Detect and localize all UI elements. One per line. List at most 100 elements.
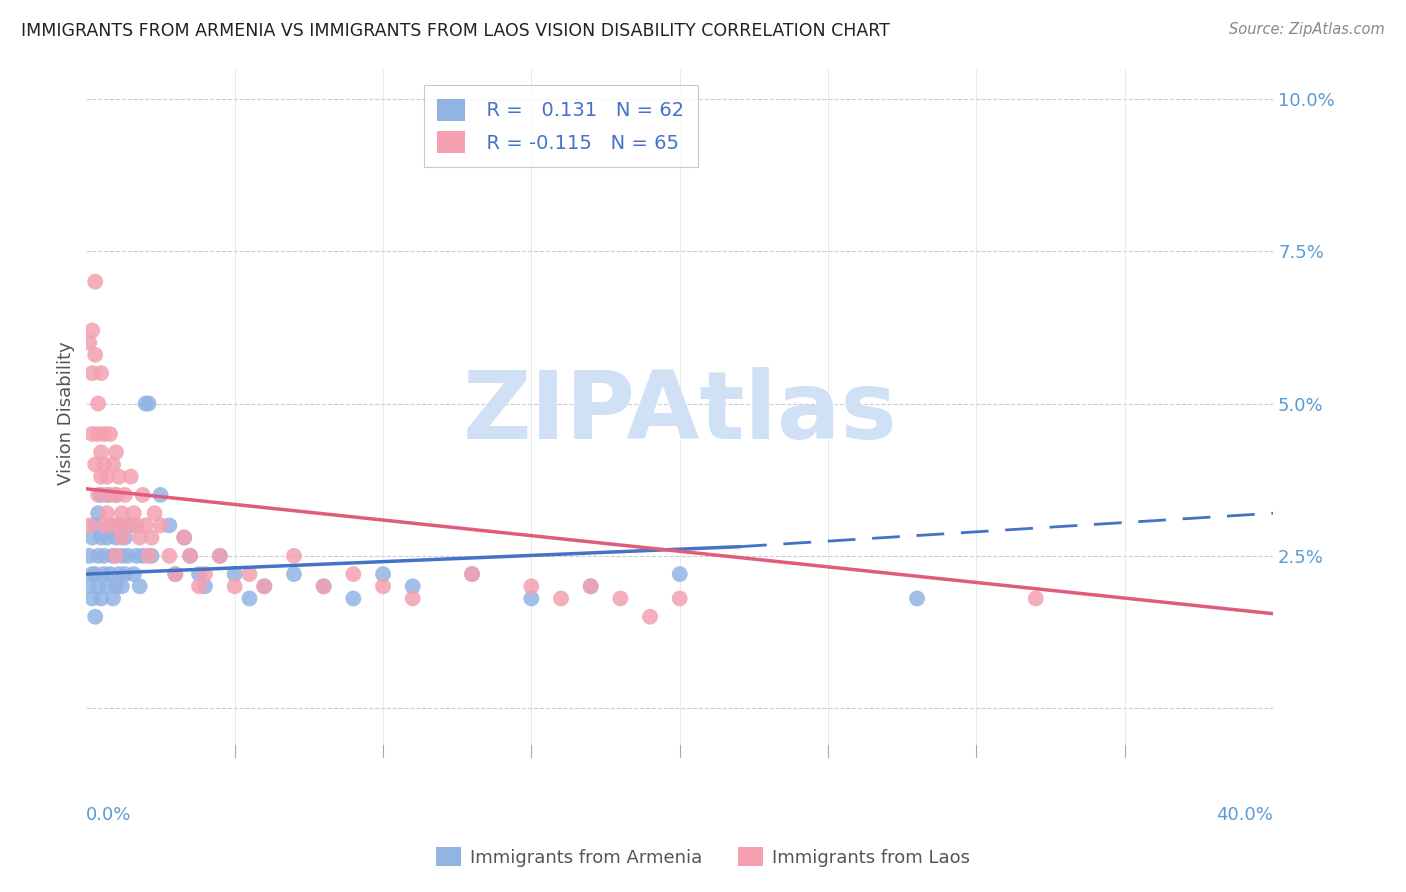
Point <box>98 427 121 442</box>
Point <box>122 506 145 520</box>
Point <box>87 427 110 442</box>
Point <box>84 348 107 362</box>
Point <box>101 591 124 606</box>
Point <box>138 396 160 410</box>
Point <box>122 567 145 582</box>
Point <box>90 591 112 606</box>
Point <box>131 488 153 502</box>
Point <box>188 567 211 582</box>
Point <box>114 488 136 502</box>
Point <box>238 567 260 582</box>
Point <box>208 549 231 563</box>
Point <box>111 579 134 593</box>
Point <box>104 579 127 593</box>
Point <box>117 549 139 563</box>
Point <box>77 549 100 563</box>
Point <box>96 469 118 483</box>
Point <box>108 518 131 533</box>
Point <box>668 591 690 606</box>
Point <box>131 549 153 563</box>
Point <box>125 549 148 563</box>
Point <box>135 518 157 533</box>
Point <box>188 579 211 593</box>
Point <box>82 366 104 380</box>
Legend: Immigrants from Armenia, Immigrants from Laos: Immigrants from Armenia, Immigrants from… <box>429 840 977 874</box>
Point <box>224 579 246 593</box>
Point <box>111 549 134 563</box>
Point <box>96 579 118 593</box>
Point <box>84 518 107 533</box>
Text: 40.0%: 40.0% <box>1216 805 1274 823</box>
Point <box>609 591 631 606</box>
Point <box>253 579 276 593</box>
Point <box>104 488 127 502</box>
Point <box>208 549 231 563</box>
Point <box>87 506 110 520</box>
Point <box>114 567 136 582</box>
Point <box>402 579 425 593</box>
Point <box>668 567 690 582</box>
Point <box>98 567 121 582</box>
Point <box>157 549 180 563</box>
Point <box>82 567 104 582</box>
Point <box>90 531 112 545</box>
Point <box>90 445 112 459</box>
Point <box>520 591 543 606</box>
Point <box>120 518 142 533</box>
Point <box>104 531 127 545</box>
Point <box>138 549 160 563</box>
Point <box>371 567 394 582</box>
Point <box>90 488 112 502</box>
Point <box>93 518 115 533</box>
Point <box>520 579 543 593</box>
Point <box>149 488 172 502</box>
Y-axis label: Vision Disability: Vision Disability <box>58 341 75 484</box>
Point <box>90 469 112 483</box>
Point <box>128 531 150 545</box>
Point <box>125 518 148 533</box>
Point <box>84 458 107 472</box>
Point <box>165 567 187 582</box>
Point <box>120 469 142 483</box>
Point <box>128 579 150 593</box>
Point <box>82 531 104 545</box>
Point <box>157 518 180 533</box>
Point <box>87 579 110 593</box>
Point <box>77 579 100 593</box>
Point <box>108 469 131 483</box>
Point <box>98 488 121 502</box>
Point <box>108 518 131 533</box>
Point <box>312 579 335 593</box>
Point <box>1025 591 1047 606</box>
Point <box>96 531 118 545</box>
Point <box>135 396 157 410</box>
Point <box>461 567 484 582</box>
Point <box>77 335 100 350</box>
Point <box>312 579 335 593</box>
Point <box>173 531 195 545</box>
Point <box>238 591 260 606</box>
Point <box>101 458 124 472</box>
Point <box>283 549 305 563</box>
Point <box>77 518 100 533</box>
Point <box>342 591 364 606</box>
Point <box>84 567 107 582</box>
Point <box>104 488 127 502</box>
Point <box>253 579 276 593</box>
Point <box>638 609 661 624</box>
Point <box>104 445 127 459</box>
Point <box>101 549 124 563</box>
Point <box>93 567 115 582</box>
Point <box>149 518 172 533</box>
Point <box>82 323 104 337</box>
Point <box>194 579 217 593</box>
Point <box>194 567 217 582</box>
Point <box>108 567 131 582</box>
Point <box>93 549 115 563</box>
Point <box>93 427 115 442</box>
Point <box>96 506 118 520</box>
Point <box>173 531 195 545</box>
Point <box>342 567 364 582</box>
Legend:   R =   0.131   N = 62,   R = -0.115   N = 65: R = 0.131 N = 62, R = -0.115 N = 65 <box>423 85 699 167</box>
Point <box>179 549 201 563</box>
